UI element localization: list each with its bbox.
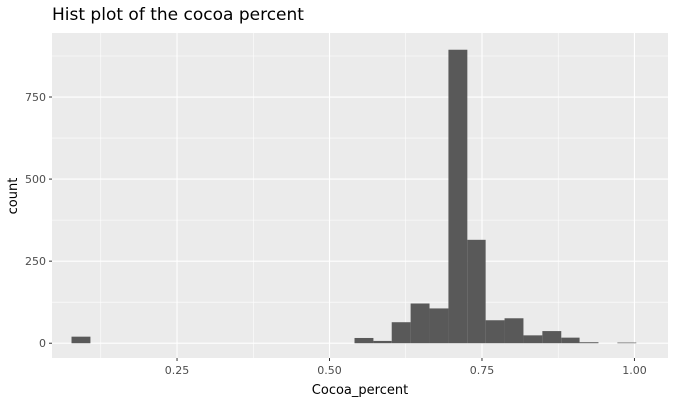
- chart-title: Hist plot of the cocoa percent: [52, 5, 304, 25]
- y-axis-title: count: [6, 178, 21, 215]
- x-axis: 0.25 0.50 0.75 1.00: [165, 358, 647, 377]
- histogram-bar: [391, 322, 411, 344]
- plot-panel: [52, 33, 668, 358]
- y-tick-label: 500: [25, 173, 46, 186]
- x-tick-label: 1.00: [622, 364, 647, 377]
- y-axis: 0 250 500 750: [25, 91, 52, 350]
- x-axis-title: Cocoa_percent: [312, 383, 408, 398]
- x-tick-label: 0.50: [317, 364, 342, 377]
- histogram-bar: [561, 337, 580, 344]
- histogram-bar: [542, 331, 562, 344]
- y-tick-label: 250: [25, 255, 46, 268]
- minor-gridlines-y: [52, 55, 668, 303]
- histogram-bar: [354, 337, 374, 344]
- histogram-bar: [71, 336, 91, 344]
- minor-gridlines-x: [100, 33, 559, 358]
- y-tick-label: 750: [25, 91, 46, 104]
- histogram-bar: [523, 335, 543, 344]
- histogram-bar: [579, 342, 599, 344]
- histogram-bar: [504, 318, 524, 344]
- histogram-bar: [410, 303, 430, 344]
- histogram-bar: [467, 239, 486, 344]
- histogram-bar: [485, 320, 505, 344]
- histogram-bars: [71, 49, 637, 344]
- histogram-bar: [448, 49, 468, 344]
- x-tick-label: 0.25: [165, 364, 190, 377]
- y-tick-label: 0: [39, 337, 46, 350]
- histogram-bar: [617, 342, 637, 344]
- histogram-bar: [373, 340, 392, 344]
- x-tick-label: 0.75: [470, 364, 495, 377]
- histogram-bar: [429, 308, 449, 344]
